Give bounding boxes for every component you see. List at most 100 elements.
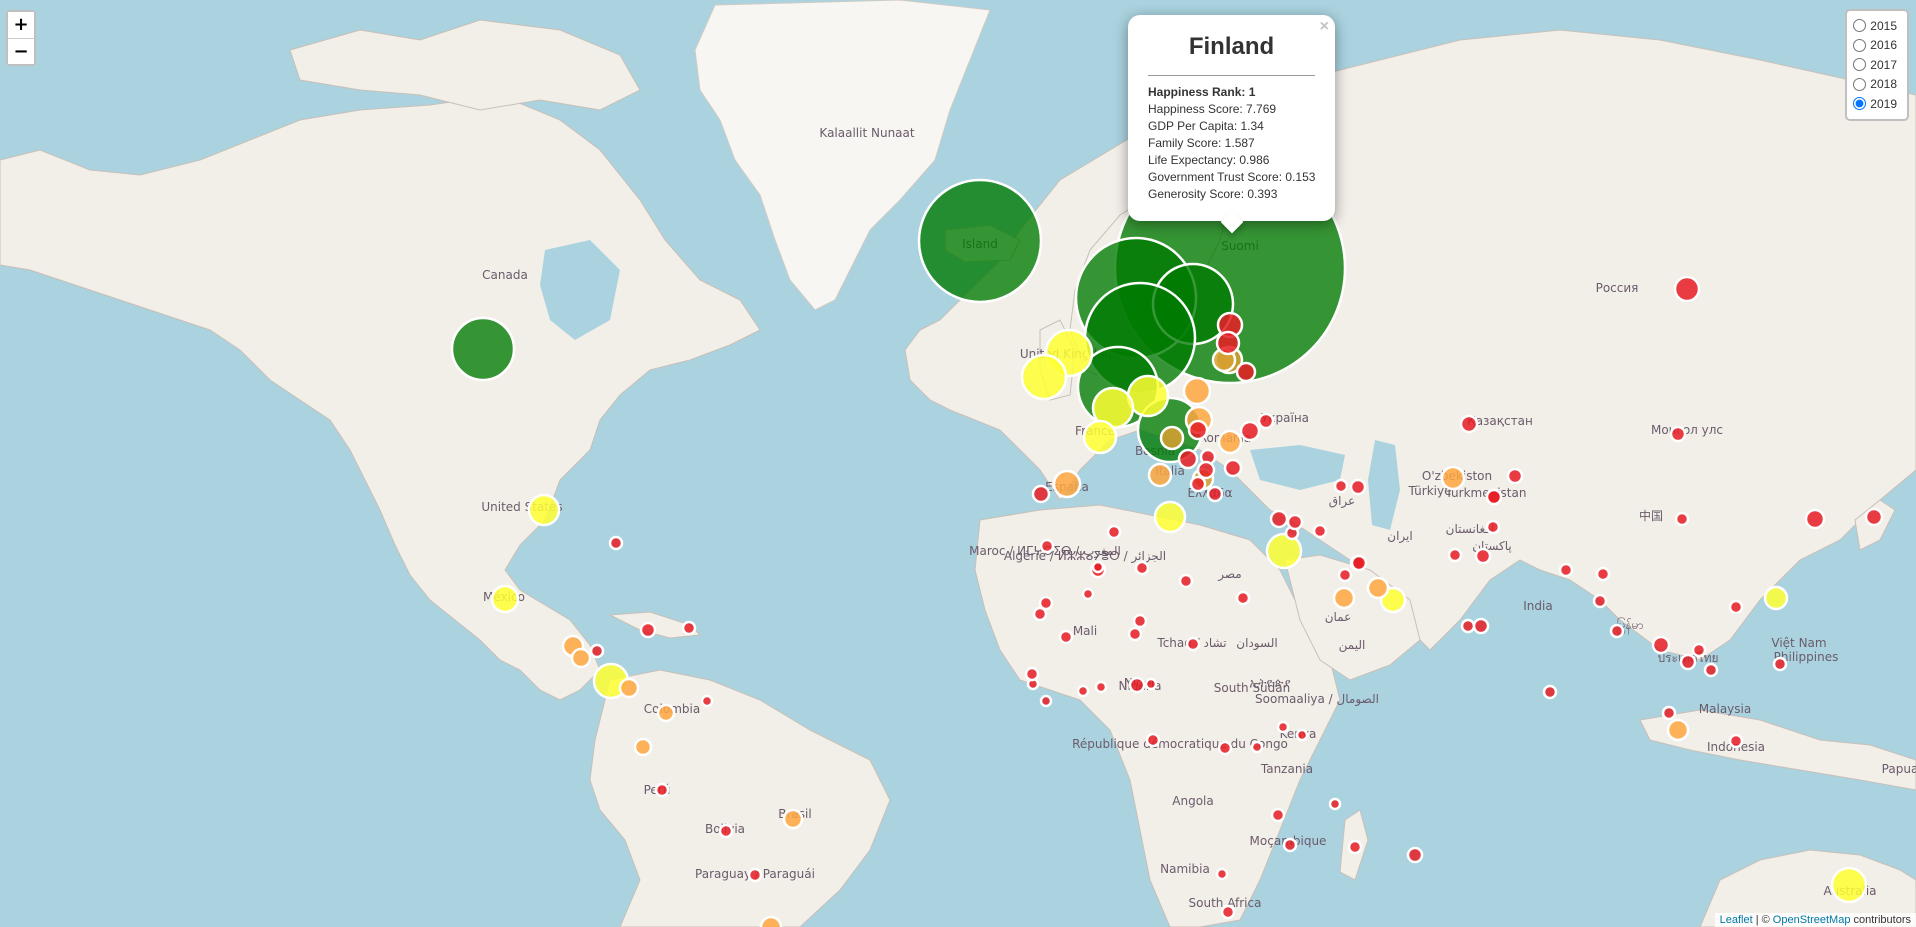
country-marker[interactable]: [1332, 586, 1356, 610]
country-marker[interactable]: [589, 643, 605, 659]
country-marker[interactable]: [1094, 680, 1108, 694]
country-marker[interactable]: [1132, 613, 1148, 629]
country-marker[interactable]: [570, 647, 592, 669]
country-marker[interactable]: [1082, 419, 1118, 455]
country-marker[interactable]: [633, 737, 653, 757]
country-marker[interactable]: [1459, 414, 1479, 434]
country-marker[interactable]: [1187, 419, 1209, 441]
country-marker[interactable]: [1282, 837, 1298, 853]
country-marker[interactable]: [1127, 626, 1143, 642]
country-marker[interactable]: [1661, 705, 1677, 721]
country-marker[interactable]: [527, 493, 561, 527]
country-marker[interactable]: [1674, 511, 1690, 527]
osm-link[interactable]: OpenStreetMap: [1772, 914, 1851, 926]
country-marker[interactable]: [1864, 507, 1884, 527]
country-marker[interactable]: [1666, 718, 1690, 742]
layer-radio-3[interactable]: [1853, 77, 1867, 91]
country-marker[interactable]: [1333, 478, 1349, 494]
country-marker[interactable]: [1691, 642, 1707, 658]
layer-radio-0[interactable]: [1853, 19, 1867, 33]
country-marker[interactable]: [1350, 554, 1368, 572]
country-marker[interactable]: [1763, 585, 1789, 611]
country-marker[interactable]: [1460, 618, 1476, 634]
country-marker[interactable]: [1558, 562, 1574, 578]
layer-option-1[interactable]: 2016: [1853, 36, 1897, 56]
country-marker[interactable]: [1091, 560, 1105, 574]
country-marker[interactable]: [1178, 573, 1194, 589]
country-marker[interactable]: [1239, 420, 1261, 442]
country-marker[interactable]: [1039, 538, 1055, 554]
layer-radio-2[interactable]: [1853, 58, 1867, 72]
country-marker[interactable]: [1440, 465, 1466, 491]
country-marker[interactable]: [1506, 467, 1524, 485]
country-marker[interactable]: [1595, 566, 1611, 582]
country-marker[interactable]: [1673, 275, 1701, 303]
country-marker[interactable]: [1039, 694, 1053, 708]
country-marker[interactable]: [1349, 478, 1367, 496]
country-marker[interactable]: [1134, 560, 1150, 576]
country-marker[interactable]: [490, 584, 520, 614]
country-marker[interactable]: [1106, 524, 1122, 540]
country-marker[interactable]: [1215, 330, 1241, 356]
country-marker[interactable]: [1328, 797, 1342, 811]
country-marker[interactable]: [1703, 662, 1719, 678]
country-marker[interactable]: [1270, 807, 1286, 823]
layer-option-3[interactable]: 2018: [1853, 75, 1897, 95]
country-marker[interactable]: [1235, 361, 1257, 383]
layer-radio-1[interactable]: [1853, 38, 1867, 52]
layer-radio-4[interactable]: [1853, 97, 1867, 111]
country-marker[interactable]: [1032, 606, 1048, 622]
country-marker[interactable]: [1185, 636, 1201, 652]
popup-close-button[interactable]: ×: [1319, 18, 1329, 35]
country-marker[interactable]: [700, 694, 714, 708]
country-marker[interactable]: [1804, 508, 1826, 530]
country-marker[interactable]: [1366, 576, 1390, 600]
country-marker[interactable]: [1669, 425, 1687, 443]
country-marker[interactable]: [1220, 904, 1236, 920]
country-marker[interactable]: [639, 621, 657, 639]
country-marker[interactable]: [1286, 513, 1304, 531]
country-marker[interactable]: [1215, 867, 1229, 881]
country-marker[interactable]: [1728, 599, 1744, 615]
country-marker[interactable]: [1223, 458, 1243, 478]
country-marker[interactable]: [1076, 684, 1090, 698]
country-marker[interactable]: [1265, 532, 1303, 570]
country-marker[interactable]: [1651, 635, 1671, 655]
country-marker[interactable]: [1145, 732, 1161, 748]
country-marker[interactable]: [656, 703, 676, 723]
layer-option-2[interactable]: 2017: [1853, 55, 1897, 75]
country-marker[interactable]: [747, 867, 763, 883]
country-marker[interactable]: [1542, 684, 1558, 700]
country-marker[interactable]: [1038, 595, 1054, 611]
country-marker[interactable]: [1235, 590, 1251, 606]
country-marker[interactable]: [759, 915, 783, 927]
country-marker[interactable]: [1276, 720, 1290, 734]
country-marker[interactable]: [1337, 567, 1353, 583]
country-marker[interactable]: [1217, 740, 1233, 756]
leaflet-link[interactable]: Leaflet: [1719, 914, 1753, 926]
country-marker[interactable]: [1592, 593, 1608, 609]
country-marker[interactable]: [1189, 475, 1207, 493]
layer-option-4[interactable]: 2019: [1853, 94, 1897, 114]
country-marker[interactable]: [450, 316, 516, 382]
country-marker[interactable]: [1250, 740, 1264, 754]
country-marker[interactable]: [1196, 460, 1216, 480]
country-marker[interactable]: [1177, 448, 1199, 470]
country-marker[interactable]: [1020, 353, 1068, 401]
country-marker[interactable]: [1159, 425, 1185, 451]
country-marker[interactable]: [1269, 509, 1289, 529]
country-marker[interactable]: [1474, 547, 1492, 565]
country-marker[interactable]: [1772, 656, 1788, 672]
country-marker[interactable]: [1609, 623, 1625, 639]
country-marker[interactable]: [1153, 500, 1187, 534]
layer-option-0[interactable]: 2015: [1853, 16, 1897, 36]
country-marker[interactable]: [1147, 462, 1173, 488]
country-marker[interactable]: [1830, 866, 1868, 904]
country-marker[interactable]: [917, 178, 1043, 304]
country-marker[interactable]: [1406, 846, 1424, 864]
country-marker[interactable]: [1058, 629, 1074, 645]
country-marker[interactable]: [1679, 653, 1697, 671]
country-marker[interactable]: [1182, 376, 1212, 406]
country-marker[interactable]: [1447, 547, 1463, 563]
